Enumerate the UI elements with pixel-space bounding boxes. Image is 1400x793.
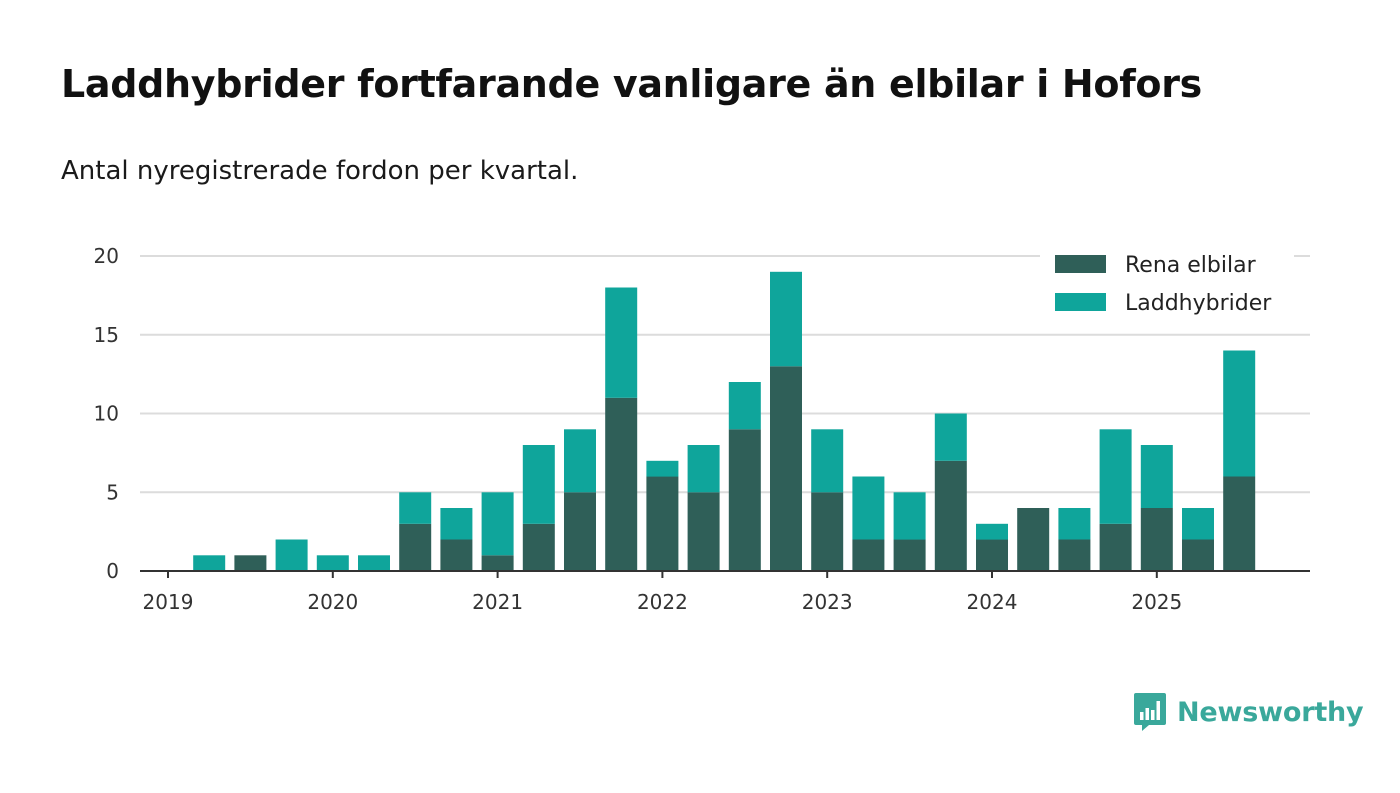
bar-laddhybrider (1099, 429, 1132, 524)
bar-laddhybrider (934, 413, 967, 461)
bar-chart-speech-bubble-icon (1134, 693, 1166, 731)
legend-swatch-laddhybrider (1055, 293, 1106, 311)
bar-rena-elbilar (1017, 508, 1050, 571)
y-tick-label: 10 (94, 402, 119, 426)
bar-laddhybrider (275, 539, 308, 571)
bar-rena-elbilar (1182, 539, 1214, 571)
bar-laddhybrider (316, 555, 349, 572)
bar-rena-elbilar (564, 492, 596, 572)
y-tick-label: 5 (106, 480, 119, 504)
bar-rena-elbilar (1058, 539, 1091, 571)
y-tick-label: 15 (94, 323, 119, 347)
legend-label-rena-elbilar: Rena elbilar (1125, 253, 1257, 278)
bar-rena-elbilar (770, 366, 802, 572)
bar-laddhybrider (399, 492, 432, 524)
x-tick-label: 2020 (307, 590, 358, 614)
x-tick-label: 2024 (967, 590, 1018, 614)
bar-laddhybrider (811, 429, 844, 493)
bar-rena-elbilar (605, 397, 638, 572)
legend-swatch-rena-elbilar (1055, 255, 1106, 273)
bar-laddhybrider (564, 429, 596, 493)
y-tick-label: 20 (94, 244, 119, 268)
bar-rena-elbilar (234, 555, 267, 572)
bar-rena-elbilar (728, 429, 761, 572)
bar-rena-elbilar (1223, 476, 1256, 571)
bar-rena-elbilar (934, 460, 967, 572)
bar-rena-elbilar (687, 492, 720, 572)
bar-rena-elbilar (440, 539, 473, 571)
bar-laddhybrider (481, 492, 514, 556)
legend: Rena elbilar Laddhybrider (1040, 246, 1294, 324)
bar-rena-elbilar (399, 523, 432, 572)
bar-rena-elbilar (976, 539, 1008, 571)
bar-laddhybrider (1223, 350, 1256, 477)
axes: 0 5 10 15 20 2019 2020 2021 2022 2023 2024 2025 (94, 244, 1310, 614)
bar-laddhybrider (1058, 508, 1091, 540)
bar-rena-elbilar (811, 492, 844, 572)
bar-rena-elbilar (481, 555, 514, 572)
bar-laddhybrider (358, 555, 390, 572)
bar-laddhybrider (522, 445, 555, 524)
x-tick-label: 2021 (472, 590, 523, 614)
bar-laddhybrider (770, 271, 802, 367)
bar-laddhybrider (605, 287, 638, 398)
bar-laddhybrider (893, 492, 926, 540)
legend-label-laddhybrider: Laddhybrider (1125, 291, 1272, 316)
bar-laddhybrider (440, 508, 473, 540)
bar-laddhybrider (852, 476, 885, 540)
x-tick-label: 2025 (1131, 590, 1182, 614)
bar-rena-elbilar (646, 476, 679, 571)
chart-title: Laddhybrider fortfarande vanligare än el… (61, 62, 1203, 106)
bar-laddhybrider (1140, 445, 1173, 508)
bars (193, 271, 1256, 572)
brand-name: Newsworthy (1177, 696, 1364, 728)
x-tick-label: 2019 (143, 590, 194, 614)
bar-laddhybrider (976, 523, 1008, 540)
chart-subtitle: Antal nyregistrerade fordon per kvartal. (61, 156, 579, 186)
newsworthy-logo: Newsworthy (1133, 692, 1364, 732)
bar-laddhybrider (646, 460, 679, 477)
bar-rena-elbilar (1099, 523, 1132, 572)
bar-laddhybrider (687, 445, 720, 493)
bar-laddhybrider (728, 382, 761, 430)
bar-rena-elbilar (852, 539, 885, 571)
bar-laddhybrider (1182, 508, 1214, 540)
bar-laddhybrider (193, 555, 226, 572)
bar-rena-elbilar (1140, 508, 1173, 571)
bar-rena-elbilar (893, 539, 926, 571)
x-tick-label: 2022 (637, 590, 688, 614)
x-tick-label: 2023 (802, 590, 853, 614)
bar-rena-elbilar (522, 523, 555, 572)
y-tick-label: 0 (106, 559, 119, 583)
